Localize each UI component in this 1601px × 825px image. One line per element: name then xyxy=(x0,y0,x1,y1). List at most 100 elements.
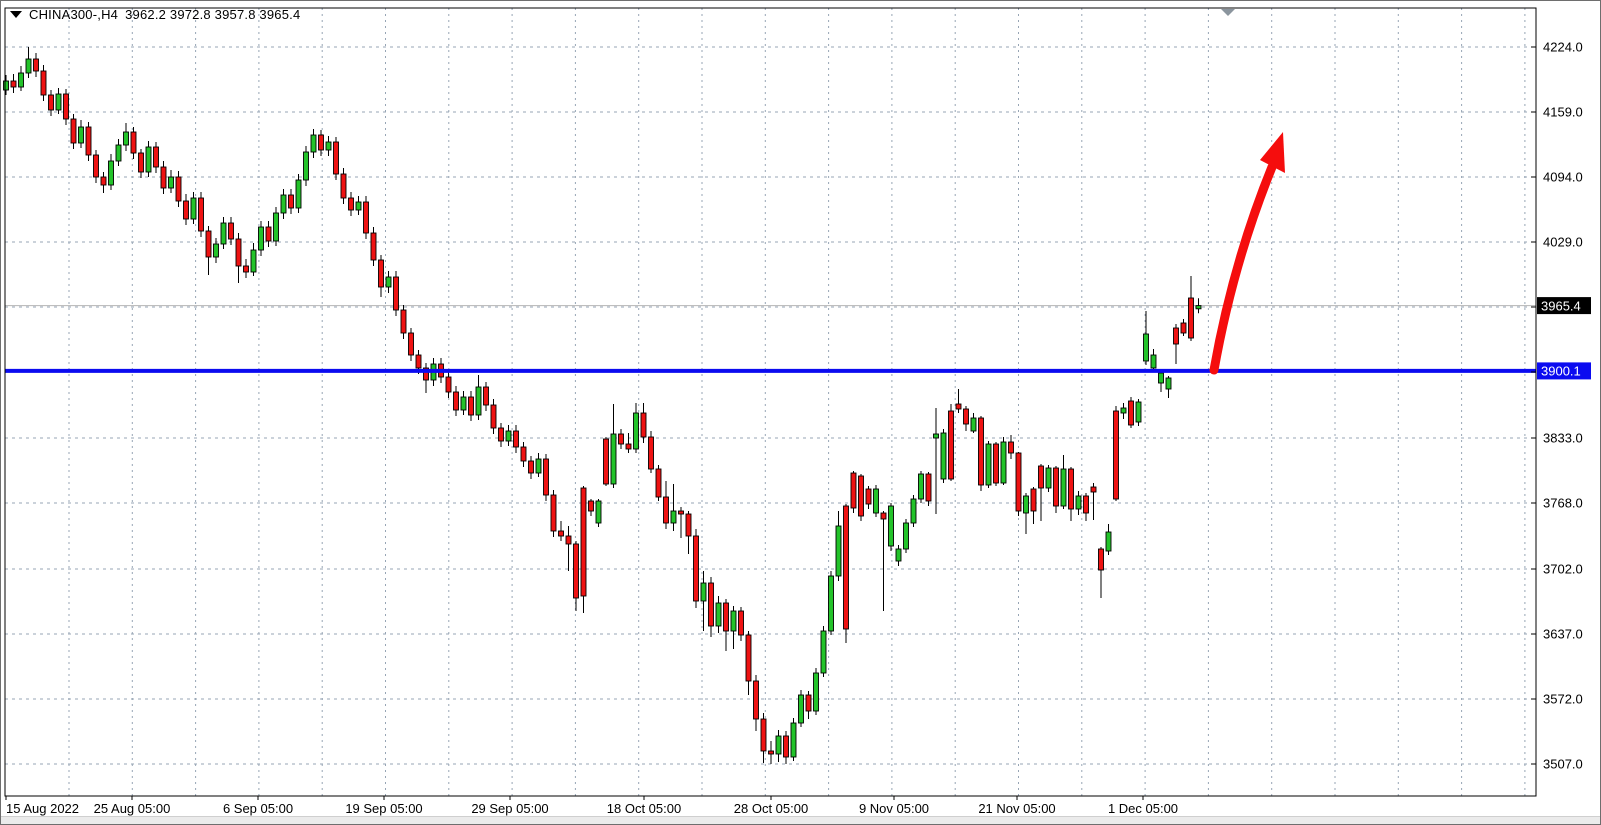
trend-arrow-object[interactable] xyxy=(1209,132,1285,375)
candle-bear xyxy=(228,222,234,240)
candle-bear xyxy=(1083,495,1089,514)
candle-bear xyxy=(625,443,632,450)
candle-bear xyxy=(685,513,692,537)
ohlc-values: 3962.2 3972.8 3957.8 3965.4 xyxy=(125,7,301,22)
candle-bear xyxy=(348,197,354,211)
candle-bear xyxy=(528,460,534,474)
candle-bull xyxy=(790,722,797,758)
candle-bear xyxy=(48,94,54,111)
candle-bear xyxy=(183,200,189,220)
candle-bear xyxy=(558,530,564,537)
candle-bear xyxy=(490,404,497,429)
candle-bear xyxy=(400,309,407,334)
candle-bear xyxy=(1173,327,1179,345)
arrow-shaft[interactable] xyxy=(1209,162,1277,375)
candle-bear xyxy=(1180,322,1187,334)
price-tick-label: 3507.0 xyxy=(1543,757,1583,772)
candle-bull xyxy=(325,141,332,151)
candle-bear xyxy=(843,505,849,630)
candle-bull xyxy=(1075,495,1082,510)
candle-bear xyxy=(1090,486,1097,493)
shift-marker[interactable] xyxy=(1221,9,1235,16)
time-tick-label: 15 Aug 2022 xyxy=(6,801,79,816)
candle-bull xyxy=(918,473,924,500)
candle-bear xyxy=(1008,441,1014,454)
candle-bull xyxy=(220,222,227,245)
time-tick-label: 25 Aug 05:00 xyxy=(94,801,171,816)
candle-bull xyxy=(985,443,992,486)
candle-bear xyxy=(783,735,789,758)
candle-bear xyxy=(1188,297,1194,339)
candle-bull xyxy=(535,458,542,474)
candle-bear xyxy=(693,535,699,602)
candle-bear xyxy=(978,417,984,486)
candle-bear xyxy=(1038,465,1044,489)
price-tick-label: 3768.0 xyxy=(1543,496,1583,511)
candle-bull xyxy=(1195,305,1202,310)
candle-bull xyxy=(1165,377,1172,390)
candle-bull xyxy=(970,417,977,432)
candle-bull xyxy=(1105,531,1112,552)
candle-bear xyxy=(618,433,624,445)
candle-bear xyxy=(805,694,812,712)
candle-bear xyxy=(138,152,144,173)
candle-bull xyxy=(475,386,482,416)
candle-bear xyxy=(565,535,572,545)
candle-bull xyxy=(903,522,909,550)
candle-bear xyxy=(333,141,339,175)
candle-bear xyxy=(865,488,872,505)
candle-bull xyxy=(355,201,362,211)
candle-bull xyxy=(633,412,639,450)
candle-bear xyxy=(655,468,662,498)
candle-bull xyxy=(873,488,879,514)
price-scale[interactable]: 4224.0 4159.0 4094.0 4029.0 3833.0 3768.0 3702… xyxy=(1531,40,1583,772)
candle-bear xyxy=(753,680,759,720)
time-tick-label: 1 Dec 05:00 xyxy=(1108,801,1178,816)
candle-bear xyxy=(483,386,489,406)
candle-bear xyxy=(288,194,294,209)
arrow-head[interactable] xyxy=(1260,132,1285,173)
candle-bear xyxy=(10,80,17,88)
candlestick-series xyxy=(3,47,1202,764)
candle-bull xyxy=(1158,372,1164,384)
price-tick-label: 4224.0 xyxy=(1543,40,1583,55)
candle-bull xyxy=(55,93,62,111)
candle-bull xyxy=(730,610,737,632)
candle-bear xyxy=(925,473,932,502)
current-price-badge xyxy=(1537,297,1591,315)
candle-bull xyxy=(18,72,24,88)
candle-bear xyxy=(318,134,324,151)
price-tick-label: 3702.0 xyxy=(1543,562,1583,577)
candle-bear xyxy=(880,512,887,520)
candle-bear xyxy=(955,403,962,410)
candle-bear xyxy=(265,226,272,242)
candle-bull xyxy=(798,694,804,724)
candle-bear xyxy=(738,610,744,636)
window-bottom-edge xyxy=(1,816,1600,824)
candle-bull xyxy=(168,176,174,189)
candle-bear xyxy=(520,446,527,462)
candle-bull xyxy=(303,151,309,181)
symbol-dropdown-icon[interactable] xyxy=(10,11,22,18)
candle-bull xyxy=(610,433,617,485)
candle-bear xyxy=(100,176,107,186)
price-badges: 3965.4 3900.1 xyxy=(1537,297,1591,380)
candle-bull xyxy=(505,430,512,442)
candle-bear xyxy=(153,146,159,168)
candle-bull xyxy=(385,276,392,288)
candle-bear xyxy=(768,750,774,755)
candle-bull xyxy=(25,58,32,74)
time-scale[interactable]: 15 Aug 2022 25 Aug 05:00 6 Sep 05:00 19 Sep… xyxy=(5,796,1178,816)
chart-frame xyxy=(4,7,1537,797)
candle-bull xyxy=(460,396,467,411)
candle-bear xyxy=(550,494,557,532)
candle-bear xyxy=(1030,488,1037,512)
line-price-badge xyxy=(1537,362,1591,380)
price-tick-label: 3572.0 xyxy=(1543,692,1583,707)
candle-bull xyxy=(295,179,302,209)
shift-marker-icon xyxy=(1221,9,1235,16)
candle-bear xyxy=(708,582,714,627)
candle-bull xyxy=(115,144,122,162)
candle-bull xyxy=(820,630,827,674)
